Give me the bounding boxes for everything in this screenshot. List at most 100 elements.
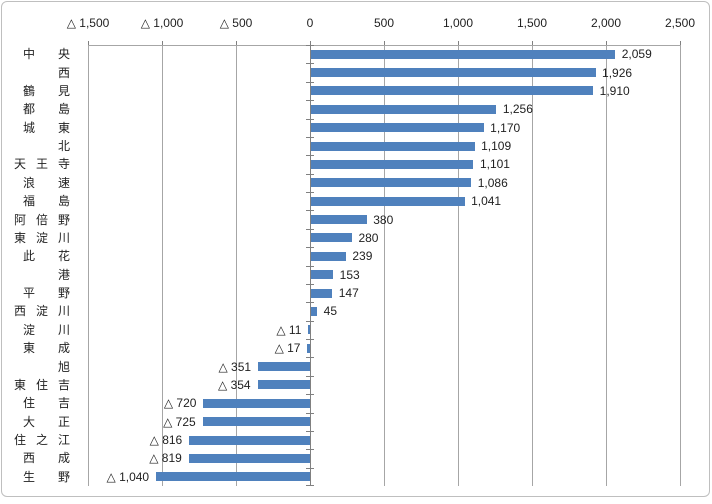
gridline: [87, 45, 89, 486]
bar-value-label: △ 720: [163, 396, 197, 411]
x-tick-label: △ 500: [219, 16, 253, 30]
category-axis-tick: [305, 394, 314, 396]
category-label: 中央: [13, 45, 70, 63]
bar-value-label: △ 351: [218, 359, 252, 374]
x-tick-label: 2,500: [664, 16, 696, 30]
category-axis-tick: [305, 210, 314, 212]
category-axis-tick: [305, 228, 314, 230]
x-tick-label: △ 1,000: [140, 16, 184, 30]
value-axis-tick: [383, 41, 385, 45]
category-label: 鶴見: [13, 82, 70, 100]
category-char: 島: [57, 102, 70, 117]
category-char: 淀: [35, 304, 48, 319]
category-axis-tick: [305, 45, 314, 46]
category-axis-tick: [305, 302, 314, 304]
category-char: 之: [35, 433, 48, 448]
category-label: 東成: [13, 339, 70, 357]
category-char: 大: [22, 414, 35, 429]
bar: [310, 196, 465, 206]
category-char: 城: [22, 120, 35, 135]
category-axis-tick: [305, 247, 314, 249]
category-label: 浪速: [13, 174, 70, 192]
category-char: 花: [57, 249, 70, 264]
bar: [189, 435, 310, 445]
bar-value-label: 1,926: [602, 65, 633, 80]
category-axis-tick: [305, 192, 314, 193]
bar-value-label: △ 11: [276, 322, 302, 337]
category-char: 此: [22, 249, 35, 264]
category-char: 川: [57, 230, 70, 245]
category-char: 吉: [57, 396, 70, 411]
value-axis-tick: [457, 41, 459, 45]
bar: [258, 362, 310, 372]
category-char: 鶴: [22, 83, 35, 98]
category-char: 北: [57, 139, 70, 154]
category-axis-tick: [305, 118, 314, 120]
category-axis-tick: [305, 100, 314, 102]
category-axis-labels: 中央西鶴見都島城東北天王寺浪速福島阿倍野東淀川此花港平野西淀川淀川東成旭東住吉住…: [13, 45, 70, 486]
category-axis-tick: [305, 339, 314, 340]
bar-value-label: △ 354: [218, 377, 251, 392]
bar: [310, 49, 616, 59]
x-tick-label: 2,000: [590, 16, 622, 30]
gridline: [531, 45, 533, 486]
bar: [310, 288, 333, 298]
category-label: 東住吉: [13, 376, 70, 394]
category-char: 福: [22, 194, 35, 209]
category-axis-tick: [305, 136, 314, 138]
category-label: 天王寺: [13, 155, 70, 173]
category-char: 川: [57, 322, 70, 337]
bar-value-label: 153: [339, 267, 360, 282]
value-axis-tick: [235, 41, 237, 45]
value-axis-tick: [87, 41, 89, 45]
category-axis-tick: [305, 485, 314, 486]
category-char: 見: [57, 83, 70, 98]
category-label: 都島: [13, 100, 70, 118]
category-char: 王: [35, 157, 48, 172]
value-axis-tick: [161, 41, 163, 45]
bar-value-label: 2,059: [621, 47, 652, 62]
bar: [310, 178, 472, 188]
category-char: 天: [13, 157, 26, 172]
gridline: [235, 45, 237, 486]
chart-frame: 中央西鶴見都島城東北天王寺浪速福島阿倍野東淀川此花港平野西淀川淀川東成旭東住吉住…: [1, 1, 710, 497]
bar-value-label: 380: [373, 212, 394, 227]
category-char: 成: [57, 341, 70, 356]
bar: [310, 215, 367, 225]
category-axis-tick: [305, 412, 314, 414]
value-axis-tick: [679, 41, 681, 45]
bar: [308, 325, 310, 335]
category-char: 速: [57, 175, 70, 190]
bar-value-label: 1,109: [481, 139, 512, 154]
bar: [310, 68, 596, 78]
category-label: 淀川: [13, 321, 70, 339]
bar: [310, 123, 484, 133]
x-tick-label: 1,000: [442, 16, 474, 30]
category-char: 淀: [35, 230, 48, 245]
category-char: 住: [35, 377, 48, 392]
category-char: 野: [57, 212, 70, 227]
gridline: [679, 45, 681, 486]
category-char: 淀: [22, 322, 35, 337]
category-label: 住之江: [13, 431, 70, 449]
bar: [257, 380, 310, 390]
category-label: 旭: [13, 357, 70, 375]
x-tick-label: 500: [373, 16, 395, 30]
bar: [310, 104, 497, 114]
bar-value-label: 1,170: [490, 120, 521, 135]
bar: [310, 306, 318, 316]
bar: [310, 86, 594, 96]
category-char: 東: [57, 120, 70, 135]
bar: [156, 472, 310, 482]
category-char: 西: [22, 451, 35, 466]
category-char: 吉: [57, 377, 70, 392]
category-axis-tick: [305, 430, 314, 432]
bar: [202, 417, 310, 427]
category-axis-tick: [305, 375, 314, 377]
category-char: 寺: [57, 157, 70, 172]
category-char: 中: [22, 47, 35, 62]
category-char: 住: [13, 433, 26, 448]
bar-value-label: 1,256: [502, 102, 533, 117]
category-char: 東: [13, 377, 26, 392]
bar-value-label: 1,910: [599, 83, 630, 98]
